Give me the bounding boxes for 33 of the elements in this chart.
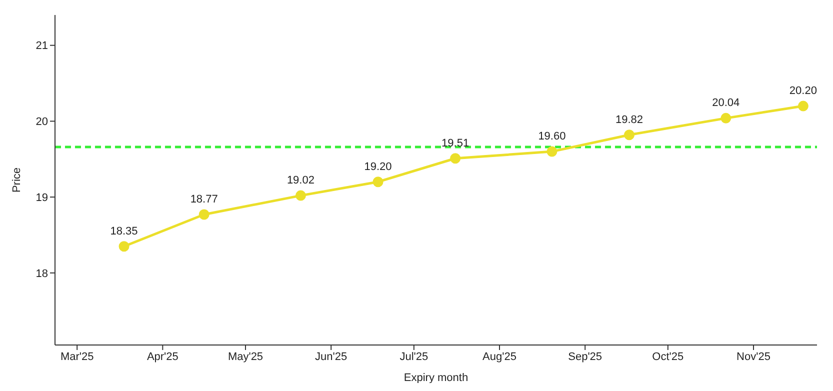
y-axis-title: Price — [10, 167, 23, 193]
point — [450, 153, 461, 164]
x-tick-label: Aug'25 — [482, 350, 516, 363]
x-tick-label: Sep'25 — [568, 350, 602, 363]
x-tick-label: Mar'25 — [60, 350, 94, 363]
point — [295, 190, 306, 201]
y-tick-label: 20 — [36, 116, 48, 128]
x-tick-label: Apr'25 — [146, 350, 178, 363]
x-axis-title: Expiry month — [404, 372, 468, 384]
x-tick-label: May'25 — [228, 350, 264, 363]
y-tick-label: 19 — [36, 192, 48, 204]
data-label: 19.82 — [615, 114, 644, 126]
data-label: 19.20 — [364, 160, 392, 173]
point — [118, 241, 130, 252]
x-tick-label: Oct'25 — [652, 350, 684, 363]
point — [198, 209, 210, 220]
y-tick-label: 21 — [36, 40, 48, 52]
point — [798, 100, 808, 112]
x-tick-label: Jul'25 — [400, 350, 428, 363]
point — [546, 146, 558, 157]
data-label: 19.60 — [538, 130, 566, 143]
data-label: 20.20 — [789, 85, 817, 98]
point — [720, 112, 732, 124]
data-label: 19.51 — [442, 137, 470, 150]
data-label: 18.77 — [190, 194, 218, 206]
data-label: 20.04 — [712, 97, 740, 110]
point — [372, 176, 384, 188]
x-tick-label: Nov'25 — [736, 350, 770, 363]
point — [624, 130, 635, 140]
data-label: 19.02 — [286, 174, 314, 187]
x-tick-label: Jun'25 — [315, 350, 348, 363]
data-label: 18.35 — [110, 225, 138, 238]
y-tick-label: 18 — [36, 268, 48, 280]
